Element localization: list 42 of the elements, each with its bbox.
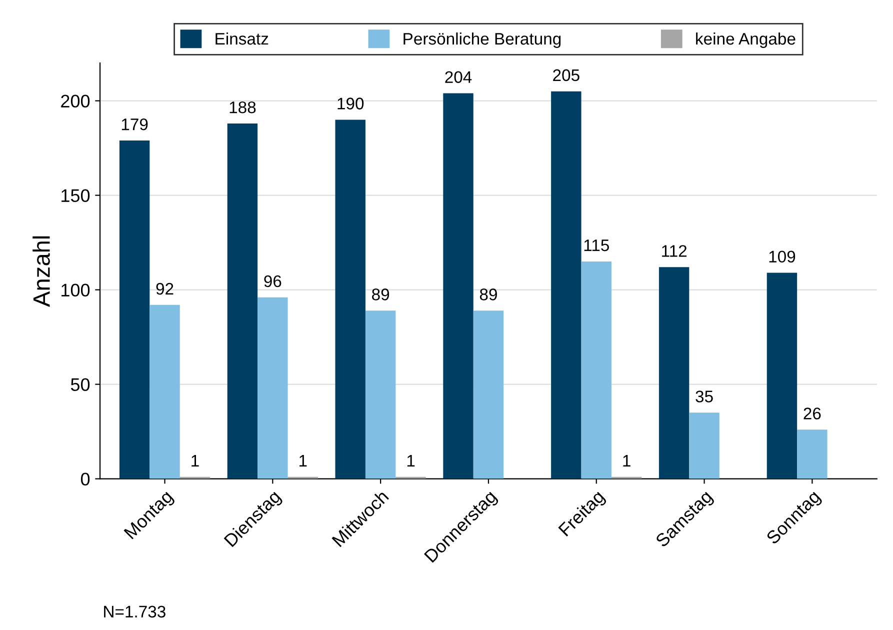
legend-label: keine Angabe [696, 32, 796, 48]
data-label: 204 [445, 71, 472, 83]
bar [150, 304, 180, 479]
bar [258, 297, 288, 479]
bar [797, 430, 828, 479]
data-label: 35 [696, 390, 713, 402]
data-label: 190 [338, 98, 364, 110]
bar [658, 267, 690, 479]
data-label: 89 [480, 288, 497, 300]
y-tick-label: 200 [61, 94, 90, 108]
data-label: 1 [192, 455, 199, 467]
data-label: 1 [623, 455, 630, 467]
data-label: 205 [553, 69, 580, 82]
data-label: 89 [372, 288, 390, 300]
y-tick-label: 50 [70, 378, 90, 392]
bar [689, 412, 720, 479]
data-label: 92 [156, 282, 174, 295]
data-label: 179 [122, 118, 148, 130]
data-label: 1 [407, 455, 415, 467]
y-axis-title: Anzahl [32, 236, 50, 307]
bar [365, 310, 396, 479]
bar [335, 120, 366, 479]
y-tick-label: 0 [80, 472, 90, 486]
bar [443, 93, 474, 479]
y-tick-label: 100 [62, 284, 90, 297]
data-label: 96 [264, 275, 282, 288]
bar [473, 310, 504, 479]
bar [119, 140, 150, 479]
legend-label: Persönliche Beratung [404, 32, 561, 48]
y-tick-label: 150 [62, 189, 90, 202]
data-label: 115 [584, 240, 609, 252]
data-label: 1 [300, 455, 307, 467]
text: N=1.733 [104, 606, 166, 618]
bar [581, 261, 612, 479]
bar [227, 123, 258, 479]
data-label: 109 [769, 250, 796, 263]
legend-label: Einsatz [216, 32, 268, 45]
bar [551, 91, 582, 479]
data-label: 188 [230, 101, 256, 114]
data-label: 26 [804, 408, 821, 420]
data-label: 112 [662, 245, 687, 257]
bar [766, 272, 798, 479]
